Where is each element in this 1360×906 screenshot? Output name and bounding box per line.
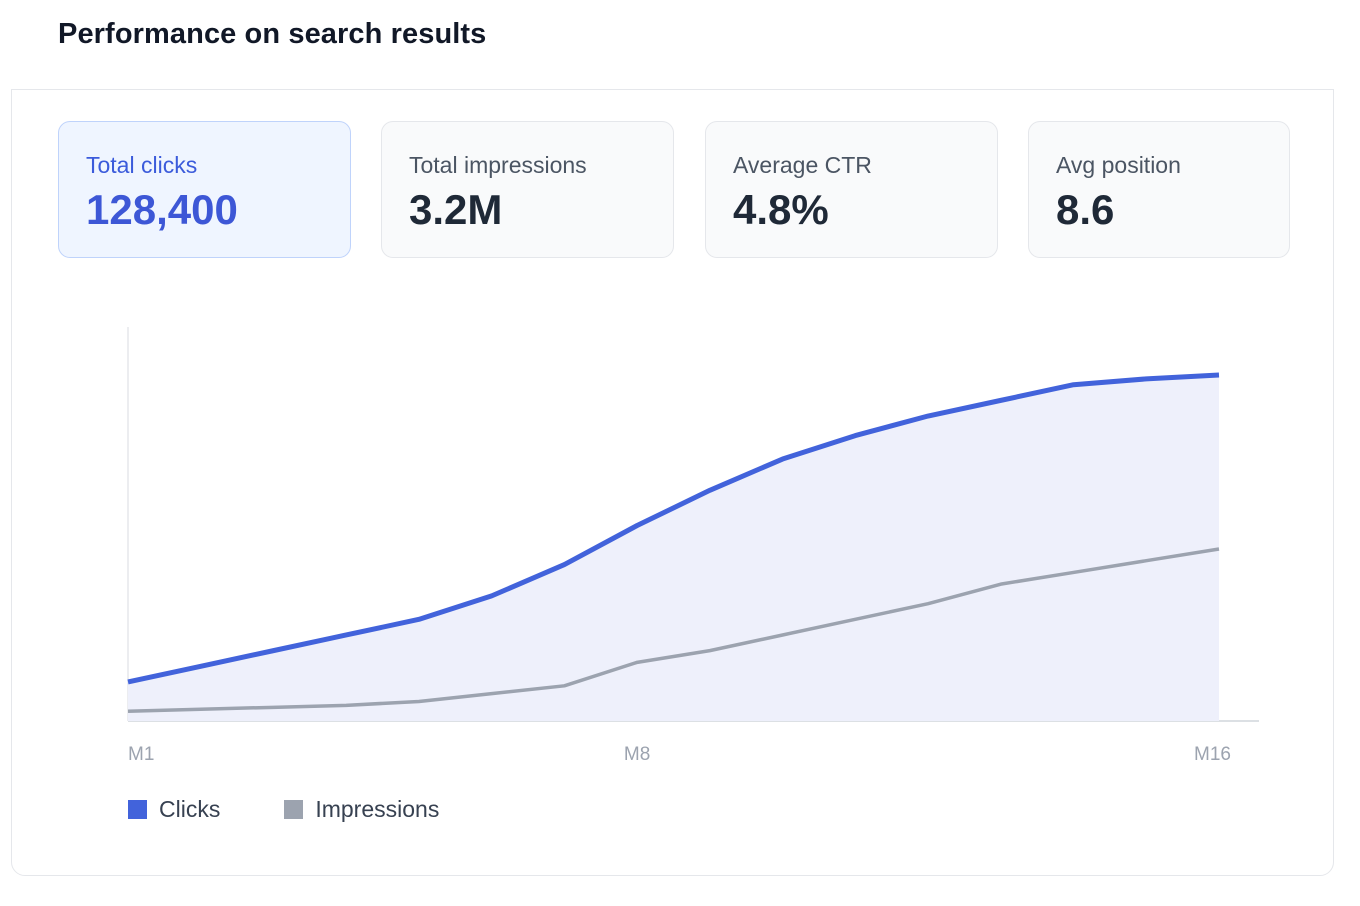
metric-card-average-ctr[interactable]: Average CTR 4.8% xyxy=(705,121,998,258)
performance-chart: M1 M8 M16 xyxy=(127,327,1259,765)
x-tick-label: M16 xyxy=(1194,744,1231,765)
impressions-series-line xyxy=(127,547,1220,713)
metric-label: Total impressions xyxy=(409,152,587,178)
metric-card-total-clicks[interactable]: Total clicks 128,400 xyxy=(58,121,351,258)
legend-swatch-impressions xyxy=(284,800,304,819)
chart-legend: Clicks Impressions xyxy=(128,796,503,823)
metric-value: 3.2M xyxy=(409,186,503,233)
metric-label: Average CTR xyxy=(733,152,872,178)
legend-item-impressions[interactable]: Impressions xyxy=(284,796,439,823)
clicks-area-fill xyxy=(128,374,1219,721)
page-title: Performance on search results xyxy=(58,18,487,50)
legend-label-impressions: Impressions xyxy=(315,796,440,822)
metric-value: 128,400 xyxy=(86,186,238,233)
metric-card-avg-position[interactable]: Avg position 8.6 xyxy=(1028,121,1290,258)
x-tick-label: M8 xyxy=(624,744,650,765)
legend-swatch-clicks xyxy=(128,800,147,819)
metric-value: 4.8% xyxy=(733,186,829,233)
x-tick-label: M1 xyxy=(128,744,154,765)
legend-label-clicks: Clicks xyxy=(159,796,221,822)
clicks-series-line xyxy=(127,372,1220,685)
metric-card-total-impressions[interactable]: Total impressions 3.2M xyxy=(381,121,674,258)
metric-label: Avg position xyxy=(1056,152,1181,178)
legend-item-clicks[interactable]: Clicks xyxy=(128,796,220,823)
metric-label: Total clicks xyxy=(86,152,198,178)
metric-value: 8.6 xyxy=(1056,186,1115,233)
performance-panel: Total clicks 128,400 Total impressions 3… xyxy=(11,89,1334,876)
